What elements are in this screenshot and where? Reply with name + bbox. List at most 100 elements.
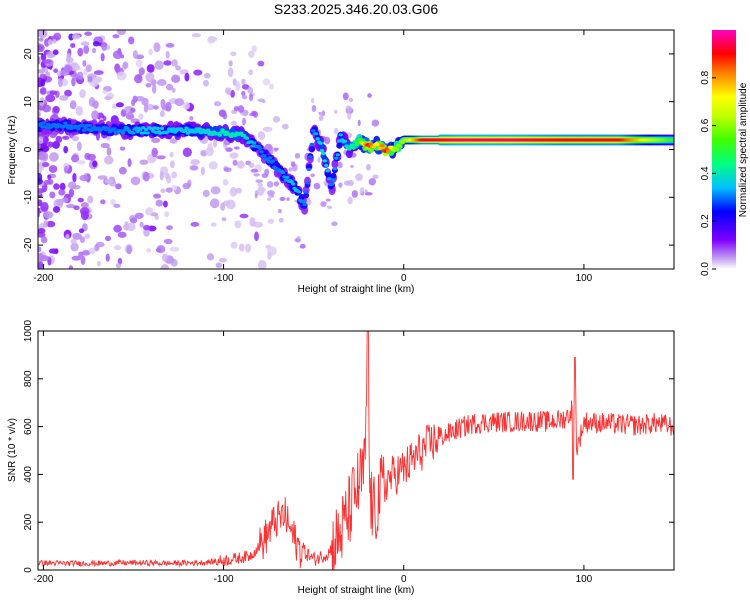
noise-blob <box>273 181 279 187</box>
noise-blob <box>85 64 92 73</box>
noise-blob <box>45 71 51 77</box>
ridge-core <box>115 131 120 135</box>
noise-blob <box>228 60 233 67</box>
noise-blob <box>58 189 66 196</box>
noise-blob <box>165 51 170 59</box>
noise-blob <box>38 246 42 253</box>
noise-blob <box>351 190 358 198</box>
noise-blob <box>117 30 127 36</box>
noise-blob <box>38 37 44 42</box>
noise-blob <box>38 69 45 74</box>
noise-blob <box>38 151 47 161</box>
noise-blob <box>245 243 251 253</box>
noise-blob <box>63 165 69 174</box>
noise-blob <box>72 232 82 240</box>
noise-blob <box>119 146 126 151</box>
noise-blob <box>148 48 153 56</box>
noise-blob <box>230 90 235 98</box>
noise-blob <box>52 38 57 44</box>
noise-blob <box>286 197 290 202</box>
noise-blob <box>53 68 59 73</box>
noise-blob <box>104 155 114 165</box>
noise-blob <box>145 207 154 216</box>
noise-blob <box>152 105 159 110</box>
noise-blob <box>257 98 265 103</box>
noise-blob <box>64 89 72 97</box>
noise-blob <box>190 221 200 227</box>
noise-blob <box>230 51 237 57</box>
colorbar-ticks: 0.0 0.2 0.4 0.6 0.8 <box>700 70 716 276</box>
noise-blob <box>317 157 321 163</box>
top-x-tick-label: 0 <box>401 273 407 284</box>
ridge-core <box>141 126 146 130</box>
noise-blob <box>288 167 293 172</box>
noise-blob <box>227 67 234 78</box>
noise-blob <box>189 165 199 171</box>
ridge-core <box>76 127 81 131</box>
noise-blob <box>126 222 136 232</box>
noise-blob <box>156 245 166 254</box>
noise-blob <box>355 173 363 181</box>
noise-blob <box>68 33 74 41</box>
noise-blob <box>53 183 60 190</box>
noise-blob <box>38 177 43 185</box>
noise-blob <box>311 104 317 113</box>
noise-blob <box>47 174 52 180</box>
ridge-core <box>311 129 316 133</box>
noise-blob <box>80 41 90 46</box>
ridge-core <box>143 127 149 132</box>
noise-blob <box>63 64 73 72</box>
noise-blob <box>61 197 69 203</box>
noise-blob <box>371 119 380 127</box>
ridge-core <box>329 182 335 186</box>
noise-blob <box>241 91 246 96</box>
bottom-y-axis: 0 200 400 600 800 1000 <box>23 319 674 573</box>
noise-blob <box>122 61 129 69</box>
noise-blob <box>247 86 254 94</box>
noise-blob <box>59 95 69 101</box>
noise-blob <box>130 107 136 113</box>
ridge-core <box>122 128 127 132</box>
noise-blob <box>163 60 172 66</box>
noise-blob <box>182 101 190 110</box>
ridge-core <box>184 126 189 130</box>
noise-blob <box>43 220 48 228</box>
noise-blob <box>155 199 164 207</box>
noise-blob <box>161 253 169 262</box>
noise-blob <box>164 172 170 180</box>
bottom-y-axis-label: SNR (10 * v/v) <box>7 418 18 482</box>
ridge-core <box>322 159 328 163</box>
noise-blob <box>200 166 205 176</box>
ridge-core <box>315 137 320 141</box>
noise-blob <box>230 241 238 249</box>
noise-blob <box>235 81 241 92</box>
noise-blob <box>254 193 258 199</box>
noise-blob <box>367 93 372 98</box>
noise-blob <box>208 36 218 42</box>
noise-blob <box>71 135 79 142</box>
noise-blob <box>100 199 106 205</box>
colorbar-tick-label: 0.6 <box>700 118 711 132</box>
noise-blob <box>151 137 161 144</box>
ridge-core <box>305 181 310 185</box>
noise-blob <box>128 36 135 45</box>
noise-blob <box>112 103 118 110</box>
noise-blob <box>345 105 352 113</box>
noise-blob <box>113 203 121 208</box>
ridge-core <box>377 147 382 151</box>
noise-blob <box>272 115 281 123</box>
noise-blob <box>54 248 59 255</box>
noise-blob <box>253 173 260 177</box>
top-x-axis-label: Height of straight line (km) <box>298 284 415 295</box>
bottom-y-tick-label: 1000 <box>23 319 34 342</box>
noise-blob <box>239 213 249 219</box>
top-y-axis: -20 -10 0 10 20 <box>23 48 674 252</box>
colorbar-label: Normalized spectral amplitude <box>738 82 749 217</box>
noise-blob <box>171 171 178 179</box>
noise-blob <box>294 238 301 243</box>
ridge-core <box>400 141 405 145</box>
noise-blob <box>223 167 232 172</box>
noise-blob <box>127 158 132 168</box>
noise-blob <box>68 265 74 269</box>
noise-blob <box>255 179 264 183</box>
